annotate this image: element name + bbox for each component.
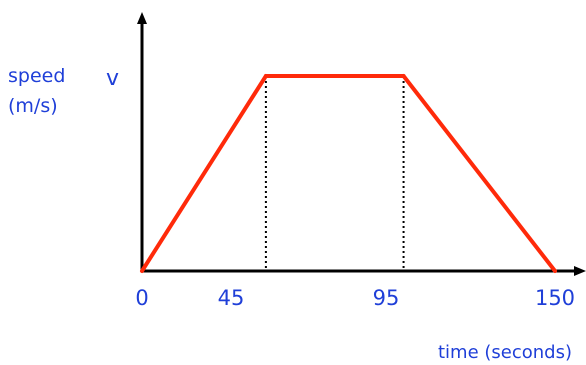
y-tick-v: v [106,66,119,91]
x-axis-label: time (seconds) [438,342,572,363]
y-axis-label-line1: speed [8,65,65,87]
y-axis-arrow [137,12,147,24]
x-tick-0: 0 [135,286,148,310]
axes [137,12,586,276]
x-tick-95: 95 [373,286,400,310]
series-segment-2 [401,74,557,273]
series-line [140,74,557,273]
y-axis-label-line2: (m/s) [8,95,58,117]
x-tick-150: 150 [535,286,575,310]
x-tick-45: 45 [218,286,245,310]
x-axis-arrow [574,266,586,276]
guide-lines [264,76,405,271]
series-segment-0 [140,74,268,273]
